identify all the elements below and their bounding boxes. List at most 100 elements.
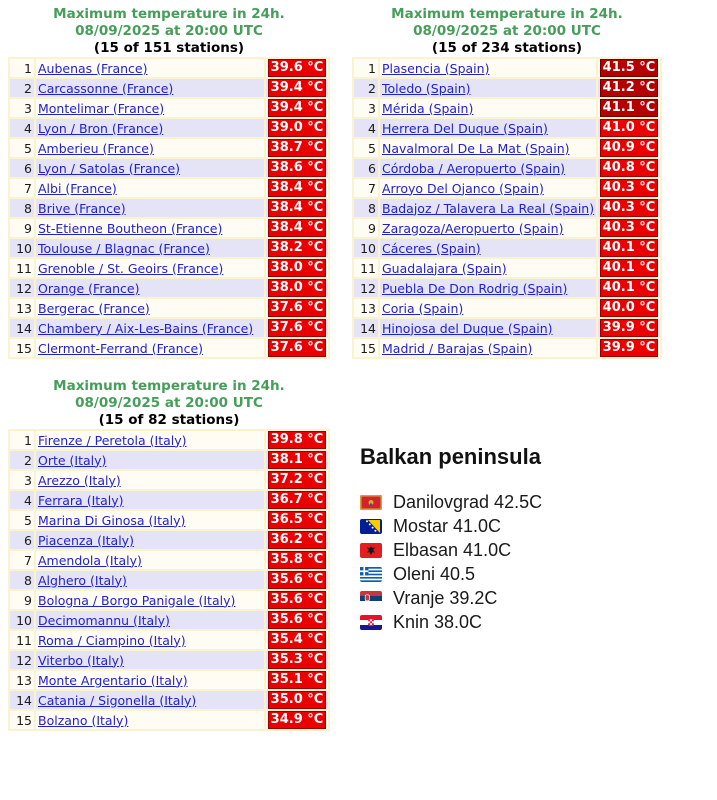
temperature-cell: 40.0 °C: [598, 299, 660, 317]
table-row: 7 Albi (France) 38.4 °C: [10, 179, 328, 197]
station-link[interactable]: Chambery / Aix-Les-Bains (France): [38, 320, 254, 336]
temperature-cell: 40.9 °C: [598, 139, 660, 157]
station-link[interactable]: Marina Di Ginosa (Italy): [38, 512, 186, 528]
temperature-cell: 38.0 °C: [266, 279, 328, 297]
temperature-badge: 38.0 °C: [268, 279, 326, 297]
table-row: 10 Toulouse / Blagnac (France) 38.2 °C: [10, 239, 328, 257]
station-link[interactable]: Ferrara (Italy): [38, 492, 124, 508]
temperature-badge: 40.3 °C: [600, 199, 658, 217]
station-link[interactable]: Firenze / Peretola (Italy): [38, 432, 187, 448]
temperature-badge: 40.8 °C: [600, 159, 658, 177]
table-row: 8 Brive (France) 38.4 °C: [10, 199, 328, 217]
station-link[interactable]: Arezzo (Italy): [38, 472, 121, 488]
table-row: 1 Aubenas (France) 39.6 °C: [10, 59, 328, 77]
station-link[interactable]: Orange (France): [38, 280, 140, 296]
station-link[interactable]: Madrid / Barajas (Spain): [382, 340, 533, 356]
rank-cell: 1: [10, 59, 34, 77]
station-link[interactable]: Viterbo (Italy): [38, 652, 124, 668]
station-link[interactable]: Lyon / Satolas (France): [38, 160, 181, 176]
station-link[interactable]: Amberieu (France): [38, 140, 154, 156]
temperature-badge: 39.9 °C: [600, 339, 658, 357]
station-link[interactable]: Hinojosa del Duque (Spain): [382, 320, 553, 336]
rank-cell: 7: [354, 179, 378, 197]
temperature-cell: 39.4 °C: [266, 99, 328, 117]
temperature-cell: 35.4 °C: [266, 631, 328, 649]
station-link[interactable]: Toulouse / Blagnac (France): [38, 240, 210, 256]
station-link[interactable]: Arroyo Del Ojanco (Spain): [382, 180, 544, 196]
station-cell: Guadalajara (Spain): [380, 259, 596, 277]
station-link[interactable]: Navalmoral De La Mat (Spain): [382, 140, 570, 156]
station-link[interactable]: Decimomannu (Italy): [38, 612, 170, 628]
france-table-title: Maximum temperature in 24h. 08/09/2025 a…: [8, 6, 330, 57]
station-link[interactable]: Roma / Ciampino (Italy): [38, 632, 186, 648]
table-row: 15 Clermont-Ferrand (France) 37.6 °C: [10, 339, 328, 357]
table-row: 13 Monte Argentario (Italy) 35.1 °C: [10, 671, 328, 689]
station-link[interactable]: Cáceres (Spain): [382, 240, 481, 256]
temperature-badge: 37.6 °C: [268, 339, 326, 357]
rank-cell: 12: [10, 279, 34, 297]
temperature-cell: 36.5 °C: [266, 511, 328, 529]
station-cell: Toledo (Spain): [380, 79, 596, 97]
station-cell: Amendola (Italy): [36, 551, 264, 569]
temperature-cell: 40.3 °C: [598, 219, 660, 237]
temperature-cell: 38.7 °C: [266, 139, 328, 157]
station-link[interactable]: Bologna / Borgo Panigale (Italy): [38, 592, 236, 608]
station-link[interactable]: St-Etienne Boutheon (France): [38, 220, 223, 236]
station-link[interactable]: Orte (Italy): [38, 452, 107, 468]
station-link[interactable]: Aubenas (France): [38, 60, 148, 76]
station-link[interactable]: Toledo (Spain): [382, 80, 471, 96]
rank-cell: 13: [10, 299, 34, 317]
table-title-stations: (15 of 151 stations): [93, 40, 245, 56]
temperature-cell: 40.1 °C: [598, 259, 660, 277]
table-row: 13 Coria (Spain) 40.0 °C: [354, 299, 660, 317]
station-link[interactable]: Lyon / Bron (France): [38, 120, 164, 136]
station-link[interactable]: Amendola (Italy): [38, 552, 142, 568]
station-cell: Firenze / Peretola (Italy): [36, 431, 264, 449]
rank-cell: 2: [10, 79, 34, 97]
table-row: 9 Bologna / Borgo Panigale (Italy) 35.6 °C: [10, 591, 328, 609]
station-link[interactable]: Catania / Sigonella (Italy): [38, 692, 197, 708]
station-link[interactable]: Piacenza (Italy): [38, 532, 134, 548]
station-link[interactable]: Herrera Del Duque (Spain): [382, 120, 548, 136]
station-cell: Orange (France): [36, 279, 264, 297]
table-title-date: 08/09/2025 at 20:00 UTC: [75, 23, 263, 39]
temperature-cell: 38.4 °C: [266, 199, 328, 217]
balkan-item-text: Elbasan 41.0C: [393, 539, 512, 560]
station-link[interactable]: Coria (Spain): [382, 300, 464, 316]
temperature-cell: 36.2 °C: [266, 531, 328, 549]
table-row: 5 Amberieu (France) 38.7 °C: [10, 139, 328, 157]
station-link[interactable]: Albi (France): [38, 180, 117, 196]
station-cell: Brive (France): [36, 199, 264, 217]
station-link[interactable]: Clermont-Ferrand (France): [38, 340, 204, 356]
balkan-item-text: Vranje 39.2C: [393, 587, 498, 608]
station-link[interactable]: Brive (France): [38, 200, 126, 216]
station-cell: Navalmoral De La Mat (Spain): [380, 139, 596, 157]
station-link[interactable]: Alghero (Italy): [38, 572, 127, 588]
temperature-badge: 39.4 °C: [268, 79, 326, 97]
table-row: 6 Córdoba / Aeropuerto (Spain) 40.8 °C: [354, 159, 660, 177]
station-link[interactable]: Montelimar (France): [38, 100, 165, 116]
table-row: 14 Hinojosa del Duque (Spain) 39.9 °C: [354, 319, 660, 337]
station-link[interactable]: Carcassonne (France): [38, 80, 174, 96]
balkan-list-item: Oleni 40.5: [360, 562, 660, 586]
rank-cell: 12: [10, 651, 34, 669]
temperature-cell: 38.1 °C: [266, 451, 328, 469]
station-link[interactable]: Bergerac (France): [38, 300, 150, 316]
station-link[interactable]: Zaragoza/Aeropuerto (Spain): [382, 220, 564, 236]
temperature-badge: 41.0 °C: [600, 119, 658, 137]
station-link[interactable]: Mérida (Spain): [382, 100, 474, 116]
station-link[interactable]: Plasencia (Spain): [382, 60, 490, 76]
station-link[interactable]: Guadalajara (Spain): [382, 260, 507, 276]
station-link[interactable]: Grenoble / St. Geoirs (France): [38, 260, 224, 276]
station-link[interactable]: Córdoba / Aeropuerto (Spain): [382, 160, 566, 176]
temperature-badge: 41.2 °C: [600, 79, 658, 97]
rank-cell: 9: [10, 591, 34, 609]
temperature-badge: 39.4 °C: [268, 99, 326, 117]
table-row: 8 Alghero (Italy) 35.6 °C: [10, 571, 328, 589]
station-link[interactable]: Puebla De Don Rodrig (Spain): [382, 280, 568, 296]
station-cell: Cáceres (Spain): [380, 239, 596, 257]
station-link[interactable]: Badajoz / Talavera La Real (Spain): [382, 200, 595, 216]
station-link[interactable]: Bolzano (Italy): [38, 712, 129, 728]
station-cell: Badajoz / Talavera La Real (Spain): [380, 199, 596, 217]
station-link[interactable]: Monte Argentario (Italy): [38, 672, 188, 688]
